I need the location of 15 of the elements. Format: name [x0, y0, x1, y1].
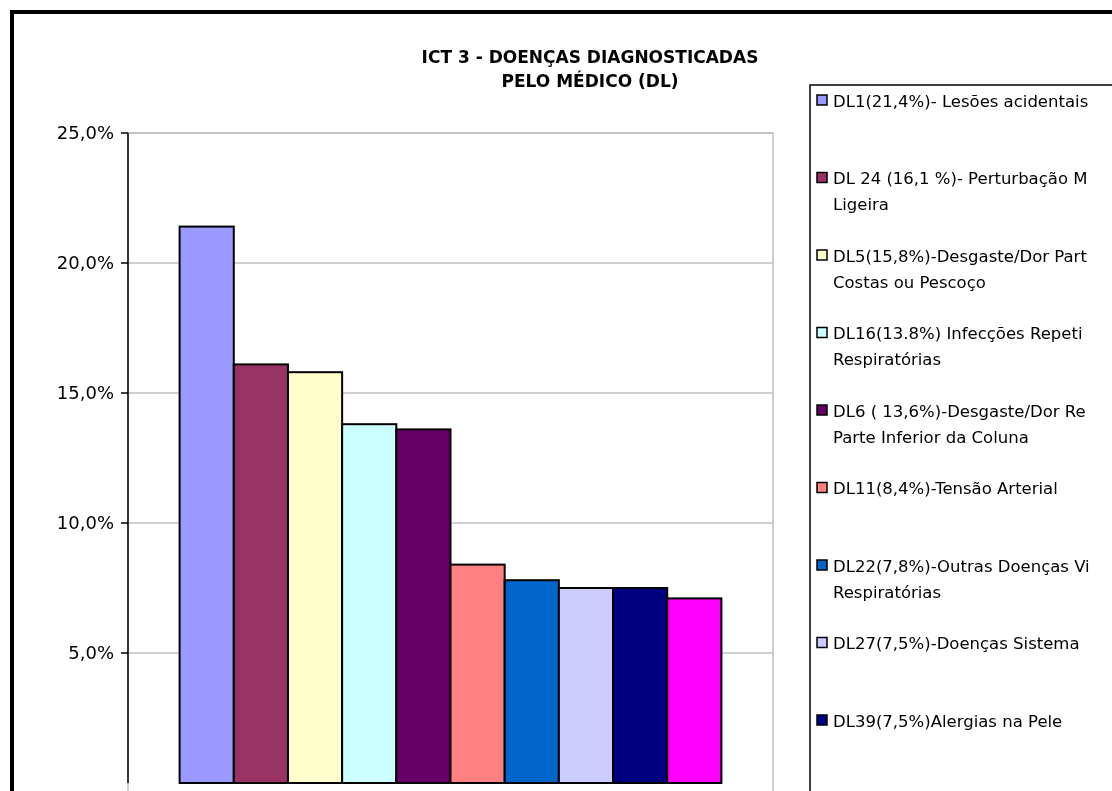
legend-label: DL11(8,4%)-Tensão Arterial	[833, 479, 1058, 499]
legend-label: DL5(15,8%)-Desgaste/Dor Part Costas ou Pescoço	[833, 246, 1088, 292]
y-tick-label: 15,0%	[56, 382, 114, 404]
legend-label: DL27(7,5%)-Doenças Sistema	[833, 634, 1080, 654]
legend-label: DL39(7,5%)Alergias na Pele	[833, 711, 1063, 731]
y-tick-label: 10,0%	[56, 512, 114, 534]
legend-label: DL 24 (16,1 %)- Perturbação M Ligeira	[833, 169, 1088, 215]
y-tick-label: 5,0%	[68, 642, 114, 664]
legend-label: DL6 ( 13,6%)-Desgaste/Dor Re Parte Inferior da Coluna	[833, 401, 1086, 447]
y-tick-label: 25,0%	[56, 122, 114, 144]
y-tick-label: 20,0%	[56, 252, 114, 274]
legend-label: DL22(7,8%)-Outras Doenças Vi Respiratórias	[833, 556, 1090, 602]
chart-title: ICT 3 - DOENÇAS DIAGNOSTICADAS PELO MÉDICO (DL)	[421, 47, 759, 91]
legend-label: DL1(21,4%)- Lesões acidentais	[833, 91, 1089, 111]
legend-label: DL16(13.8%) Infecções Repeti Respiratórias	[833, 324, 1083, 370]
